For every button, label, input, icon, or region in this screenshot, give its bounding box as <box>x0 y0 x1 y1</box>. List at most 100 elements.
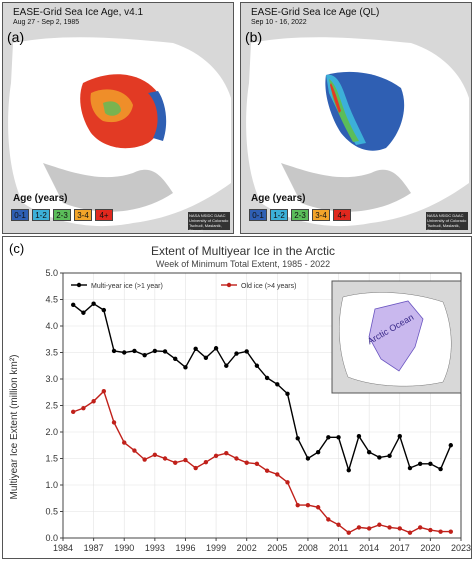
y-tick-label: 3.0 <box>45 374 58 384</box>
y-tick-label: 2.5 <box>45 401 58 411</box>
data-point <box>407 465 413 471</box>
data-point <box>152 452 158 457</box>
data-point <box>377 522 382 527</box>
data-point <box>275 472 280 477</box>
x-tick-label: 1987 <box>84 543 104 553</box>
data-point <box>438 466 443 472</box>
x-tick-label: 2017 <box>390 543 410 553</box>
data-point <box>397 434 402 439</box>
age-legend-title: Age (years) <box>251 193 306 204</box>
age-legend-item: 4+ <box>333 209 351 221</box>
y-tick-label: 1.0 <box>45 480 58 490</box>
arctic-map-2022 <box>241 3 471 233</box>
data-point <box>295 436 300 441</box>
panel-label: (b) <box>245 29 263 45</box>
data-point <box>142 352 147 358</box>
y-tick-label: 0.0 <box>45 533 58 543</box>
data-point <box>213 453 219 459</box>
data-point <box>377 455 382 460</box>
map-title: EASE-Grid Sea Ice Age (QL) <box>251 7 380 18</box>
data-point <box>264 468 270 473</box>
data-point <box>244 349 249 354</box>
data-point <box>193 465 198 471</box>
x-tick-label: 2020 <box>420 543 440 553</box>
chart-axes: 0.0 0.5 1.0 1.5 2.0 2.5 3.0 3.5 4.0 4.5 5.0 1984 198… <box>45 268 471 553</box>
data-point <box>101 307 107 313</box>
x-tick-label: 1984 <box>53 543 73 553</box>
age-legend-item: 0-1 <box>249 209 267 221</box>
legend-swatch-marker <box>76 282 82 288</box>
y-axis-label: Multiyear Ice Extent (million km²) <box>9 354 20 499</box>
age-legend-item: 1-2 <box>32 209 50 221</box>
data-point <box>397 526 402 531</box>
y-tick-label: 4.0 <box>45 321 58 331</box>
data-point <box>203 355 209 360</box>
arctic-map-1985 <box>3 3 233 233</box>
data-point <box>244 460 249 465</box>
age-legend-item: 1-2 <box>270 209 288 221</box>
data-point <box>428 461 433 466</box>
data-point <box>224 363 229 368</box>
data-point <box>438 529 443 534</box>
data-point <box>285 391 290 397</box>
map-panel-2022: EASE-Grid Sea Ice Age (QL) Sep 10 - 16, … <box>240 2 472 234</box>
data-point <box>203 460 209 465</box>
data-point <box>275 382 280 387</box>
data-point <box>326 517 331 522</box>
age-legend: 0-1 1-2 2-3 3-4 4+ <box>249 209 351 221</box>
data-point <box>122 350 127 355</box>
data-point <box>111 420 117 425</box>
data-point <box>366 526 372 531</box>
data-point <box>71 302 76 307</box>
data-point <box>417 525 423 530</box>
data-point <box>122 440 127 445</box>
multiyear-ice-chart-panel: (c) Extent of Multiyear Ice in the Arcti… <box>2 236 472 559</box>
data-point <box>315 505 321 510</box>
data-point <box>193 346 198 351</box>
data-point <box>417 461 423 466</box>
data-point <box>356 525 362 530</box>
age-legend-item: 2-3 <box>291 209 309 221</box>
line-chart: (c) Extent of Multiyear Ice in the Arcti… <box>9 241 471 553</box>
x-tick-label: 1996 <box>175 543 195 553</box>
data-point <box>448 443 453 448</box>
data-point <box>142 457 147 462</box>
panel-label: (c) <box>9 241 24 256</box>
map-title: EASE-Grid Sea Ice Age, v4.1 <box>13 7 144 18</box>
legend-label: Multi-year ice (>1 year) <box>91 283 163 290</box>
x-tick-label: 1999 <box>206 543 226 553</box>
data-point <box>285 480 290 485</box>
y-tick-label: 4.5 <box>45 295 58 305</box>
data-point <box>132 348 137 354</box>
age-legend: 0-1 1-2 2-3 3-4 4+ <box>11 209 113 221</box>
age-legend-item: 0-1 <box>11 209 29 221</box>
data-point <box>346 530 351 535</box>
data-point <box>254 363 260 368</box>
data-point <box>91 301 96 306</box>
age-legend-item: 3-4 <box>74 209 92 221</box>
data-point <box>162 349 168 354</box>
x-tick-label: 1990 <box>114 543 134 553</box>
data-point <box>366 449 372 455</box>
x-tick-label: 2014 <box>359 543 379 553</box>
inset-map: Arctic Ocean <box>331 280 462 394</box>
data-point <box>173 356 178 362</box>
data-point <box>132 448 137 453</box>
legend-label: Old ice (>4 years) <box>241 283 296 290</box>
x-tick-label: 2008 <box>298 543 318 553</box>
y-tick-label: 2.0 <box>45 427 58 437</box>
data-point <box>71 409 76 415</box>
data-point <box>101 388 107 394</box>
map-date: Aug 27 - Sep 2, 1985 <box>13 19 80 26</box>
y-tick-label: 1.5 <box>45 454 58 464</box>
map-date: Sep 10 - 16, 2022 <box>251 19 307 26</box>
data-point <box>183 457 188 463</box>
data-point <box>264 375 270 381</box>
chart-series <box>71 301 453 535</box>
data-point <box>183 365 188 370</box>
data-point <box>111 348 117 354</box>
data-point <box>152 348 158 354</box>
data-point <box>173 460 178 465</box>
legend-swatch-marker <box>226 282 232 288</box>
y-tick-label: 3.5 <box>45 348 58 358</box>
